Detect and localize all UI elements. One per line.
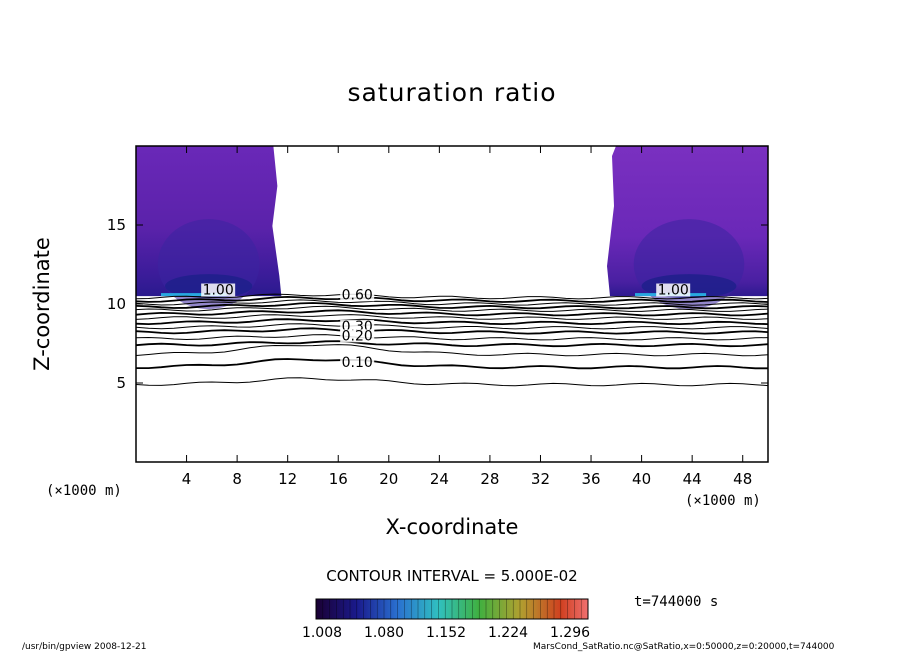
x-tick-label: 32 [531, 470, 550, 488]
contour-line [136, 305, 768, 312]
contour-label-bg [340, 288, 375, 302]
colorbar-tick-label: 1.008 [302, 625, 342, 641]
footer-right: MarsCond_SatRatio.nc@SatRatio,x=0:50000,… [533, 642, 835, 652]
contour-line [136, 344, 768, 357]
y-tick-label: 10 [107, 295, 126, 313]
contour-interval: CONTOUR INTERVAL = 5.000E-02 [326, 567, 578, 585]
y-axis-label: Z-coordinate [30, 237, 54, 371]
x-tick-label: 36 [581, 470, 600, 488]
colorbar-tick-label: 1.152 [426, 625, 466, 641]
contour-line [136, 295, 768, 303]
contour-label: 0.20 [342, 328, 373, 344]
chart-title: saturation ratio [347, 78, 557, 107]
contour-line [136, 358, 768, 370]
contour-line [136, 299, 768, 306]
footer-left: /usr/bin/gpview 2008-12-21 [22, 642, 147, 652]
contour-label-bg [340, 356, 375, 370]
x-unit-label-left: (×1000 m) [46, 483, 122, 499]
x-tick-label: 4 [182, 470, 192, 488]
x-tick-label: 40 [632, 470, 651, 488]
x-tick-label: 12 [278, 470, 297, 488]
contour-label: 0.60 [342, 287, 373, 303]
x-tick-label: 8 [232, 470, 242, 488]
contour-label: 1.00 [658, 283, 689, 299]
contour-label: 0.10 [342, 355, 373, 371]
contour-line [136, 377, 768, 387]
x-tick-label: 28 [480, 470, 499, 488]
colorbar-tick-label: 1.080 [364, 625, 404, 641]
colorbar-tick-label: 1.224 [488, 625, 528, 641]
x-tick-label: 16 [329, 470, 348, 488]
x-tick-label: 24 [430, 470, 449, 488]
x-tick-label: 20 [379, 470, 398, 488]
x-tick-label: 44 [683, 470, 702, 488]
contour-line [136, 318, 768, 326]
contour-line [136, 334, 768, 341]
contour-label-bg [656, 283, 691, 297]
colorbar-tick-label: 1.296 [550, 625, 590, 641]
contour-label-bg [340, 329, 375, 343]
contour-line [136, 302, 768, 310]
contour-line [136, 314, 768, 320]
y-tick-label: 5 [116, 374, 126, 392]
time-label: t=744000 s [634, 594, 719, 610]
contour-shade [161, 293, 227, 297]
contour-line [136, 340, 768, 348]
contour-line [136, 293, 768, 300]
x-tick-label: 48 [733, 470, 752, 488]
contour-label: 1.00 [203, 283, 234, 299]
contour-line [136, 323, 768, 330]
contour-line [136, 327, 768, 335]
contour-label-bg [201, 283, 236, 297]
x-unit-label-right: (×1000 m) [685, 493, 761, 509]
contour-line [136, 309, 768, 317]
y-tick-label: 15 [107, 216, 126, 234]
x-axis-label: X-coordinate [385, 515, 519, 539]
